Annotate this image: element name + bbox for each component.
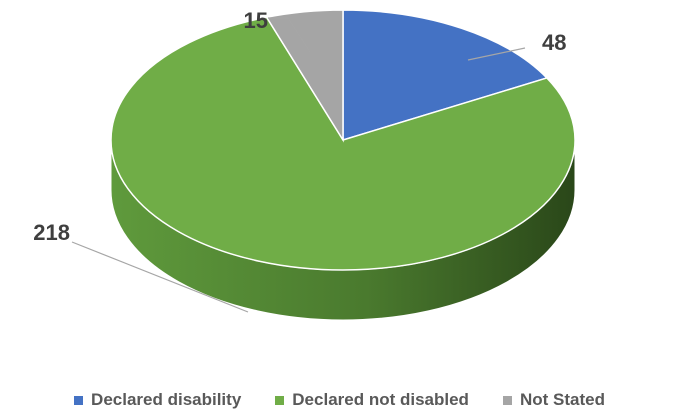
legend-swatch bbox=[74, 395, 84, 405]
pie-slice-0 bbox=[342, 9, 549, 142]
data-label-declared-not-disabled: 218 bbox=[33, 220, 70, 245]
leader-line-0 bbox=[467, 47, 526, 61]
legend-swatch bbox=[502, 395, 512, 405]
legend: Declared disability Declared not disable… bbox=[0, 388, 679, 412]
legend-label: Declared disability bbox=[91, 390, 242, 409]
legend-item-declared-disability: Declared disability bbox=[74, 390, 241, 410]
pie-slice-2 bbox=[265, 9, 344, 143]
leader-line-1 bbox=[71, 241, 249, 313]
legend-label: Declared not disabled bbox=[292, 390, 469, 409]
pie-plot-area: 48 218 15 bbox=[33, 8, 576, 321]
legend-swatch bbox=[275, 395, 285, 405]
data-label-not-stated: 15 bbox=[244, 8, 268, 33]
legend-item-not-stated: Not Stated bbox=[502, 390, 605, 410]
legend-item-declared-not-disabled: Declared not disabled bbox=[275, 390, 469, 410]
pie-slice-1 bbox=[110, 16, 576, 271]
data-label-declared-disability: 48 bbox=[542, 30, 566, 55]
legend-label: Not Stated bbox=[519, 390, 605, 409]
leader-line-2 bbox=[268, 17, 311, 53]
